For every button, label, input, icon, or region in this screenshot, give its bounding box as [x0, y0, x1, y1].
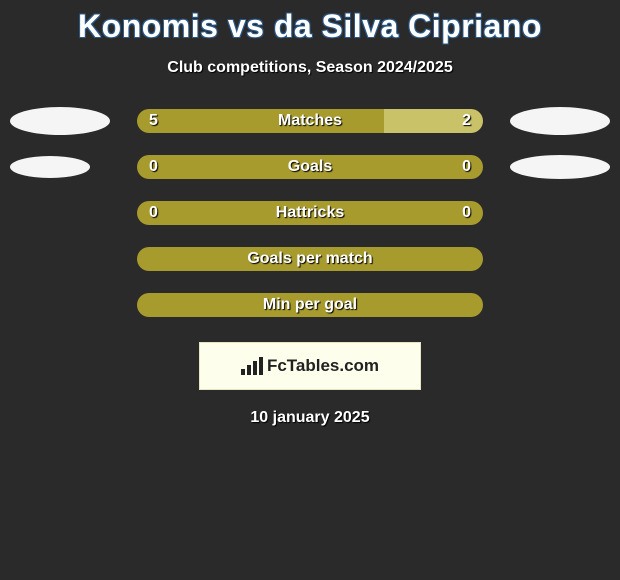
- stat-row: Hattricks 0 0: [0, 201, 620, 225]
- stat-bar: Goals per match: [137, 247, 483, 271]
- page-title: Konomis vs da Silva Cipriano: [0, 8, 620, 45]
- stat-label: Min per goal: [263, 296, 357, 314]
- bar-chart-icon: [241, 357, 263, 375]
- stat-value-right: 0: [462, 204, 471, 222]
- date-label: 10 january 2025: [0, 409, 620, 427]
- team-badge-right: [510, 107, 610, 135]
- subtitle: Club competitions, Season 2024/2025: [0, 59, 620, 77]
- stat-row: Min per goal: [0, 293, 620, 317]
- bar-fill-left: [137, 155, 310, 179]
- fctables-badge[interactable]: FcTables.com: [200, 343, 420, 389]
- stat-bar: Matches 5 2: [137, 109, 483, 133]
- stat-value-left: 5: [149, 112, 158, 130]
- stat-row: Matches 5 2: [0, 109, 620, 133]
- bar-fill-right: [310, 155, 483, 179]
- stat-value-right: 2: [462, 112, 471, 130]
- stat-value-left: 0: [149, 204, 158, 222]
- comparison-card: Konomis vs da Silva Cipriano Club compet…: [0, 0, 620, 580]
- stat-bar: Goals 0 0: [137, 155, 483, 179]
- stat-value-right: 0: [462, 158, 471, 176]
- stat-row: Goals per match: [0, 247, 620, 271]
- stat-value-left: 0: [149, 158, 158, 176]
- stat-label: Matches: [278, 112, 342, 130]
- stat-bar: Hattricks 0 0: [137, 201, 483, 225]
- stat-bar: Min per goal: [137, 293, 483, 317]
- stat-label: Goals per match: [247, 250, 372, 268]
- team-badge-left: [10, 107, 110, 135]
- stat-rows: Matches 5 2 Goals 0 0 Hattricks 0 0 Goals per mat…: [0, 109, 620, 317]
- team-badge-right: [510, 155, 610, 179]
- bar-fill-left: [137, 109, 384, 133]
- stat-label: Hattricks: [276, 204, 344, 222]
- fctables-label: FcTables.com: [267, 356, 379, 376]
- team-badge-left: [10, 156, 90, 178]
- stat-row: Goals 0 0: [0, 155, 620, 179]
- stat-label: Goals: [288, 158, 332, 176]
